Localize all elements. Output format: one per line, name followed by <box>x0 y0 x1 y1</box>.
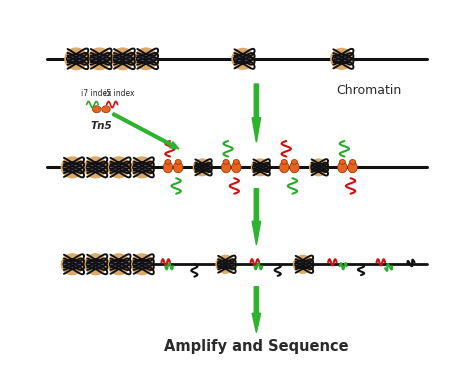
Text: Amplify and Sequence: Amplify and Sequence <box>164 339 349 354</box>
Ellipse shape <box>281 159 287 164</box>
Ellipse shape <box>231 48 255 70</box>
Ellipse shape <box>165 159 171 164</box>
Ellipse shape <box>111 47 135 70</box>
Ellipse shape <box>133 259 151 269</box>
Ellipse shape <box>231 162 241 173</box>
Text: Tn5: Tn5 <box>91 121 112 131</box>
Ellipse shape <box>137 54 155 64</box>
Ellipse shape <box>221 162 231 173</box>
Ellipse shape <box>61 156 84 179</box>
Ellipse shape <box>223 159 229 164</box>
Ellipse shape <box>339 159 346 164</box>
Ellipse shape <box>280 162 289 173</box>
Ellipse shape <box>175 159 181 164</box>
Ellipse shape <box>217 260 233 269</box>
FancyArrow shape <box>252 84 261 142</box>
Text: i7 index: i7 index <box>81 89 112 98</box>
Ellipse shape <box>163 162 173 173</box>
Ellipse shape <box>253 163 268 172</box>
Ellipse shape <box>134 47 158 70</box>
Ellipse shape <box>332 54 351 64</box>
Ellipse shape <box>330 48 353 70</box>
FancyArrow shape <box>252 189 261 245</box>
Ellipse shape <box>292 159 298 164</box>
Ellipse shape <box>107 253 130 275</box>
Text: Chromatin: Chromatin <box>336 84 401 97</box>
Ellipse shape <box>215 255 236 274</box>
Ellipse shape <box>84 253 107 275</box>
Ellipse shape <box>194 163 210 172</box>
Ellipse shape <box>130 156 154 179</box>
Ellipse shape <box>234 54 252 64</box>
Ellipse shape <box>92 106 101 113</box>
Ellipse shape <box>61 253 84 275</box>
Ellipse shape <box>87 47 111 70</box>
Ellipse shape <box>293 255 313 274</box>
Ellipse shape <box>90 54 109 64</box>
Ellipse shape <box>63 259 82 269</box>
Ellipse shape <box>251 158 270 176</box>
Ellipse shape <box>349 159 356 164</box>
Ellipse shape <box>130 253 154 275</box>
Ellipse shape <box>233 159 239 164</box>
Ellipse shape <box>173 162 183 173</box>
Ellipse shape <box>290 162 299 173</box>
Ellipse shape <box>109 162 128 172</box>
Ellipse shape <box>107 156 130 179</box>
Ellipse shape <box>309 158 328 176</box>
Ellipse shape <box>133 162 151 172</box>
Ellipse shape <box>113 54 132 64</box>
Ellipse shape <box>64 47 88 70</box>
Ellipse shape <box>348 162 357 173</box>
FancyArrow shape <box>252 287 261 333</box>
FancyArrow shape <box>112 113 179 149</box>
Ellipse shape <box>311 163 326 172</box>
Ellipse shape <box>192 158 211 176</box>
Ellipse shape <box>295 260 311 269</box>
Ellipse shape <box>86 259 105 269</box>
Ellipse shape <box>86 162 105 172</box>
Ellipse shape <box>84 156 107 179</box>
Ellipse shape <box>66 54 86 64</box>
Ellipse shape <box>109 259 128 269</box>
Text: i5 index: i5 index <box>104 89 135 98</box>
Ellipse shape <box>102 106 110 113</box>
Ellipse shape <box>63 162 82 172</box>
Ellipse shape <box>337 162 347 173</box>
